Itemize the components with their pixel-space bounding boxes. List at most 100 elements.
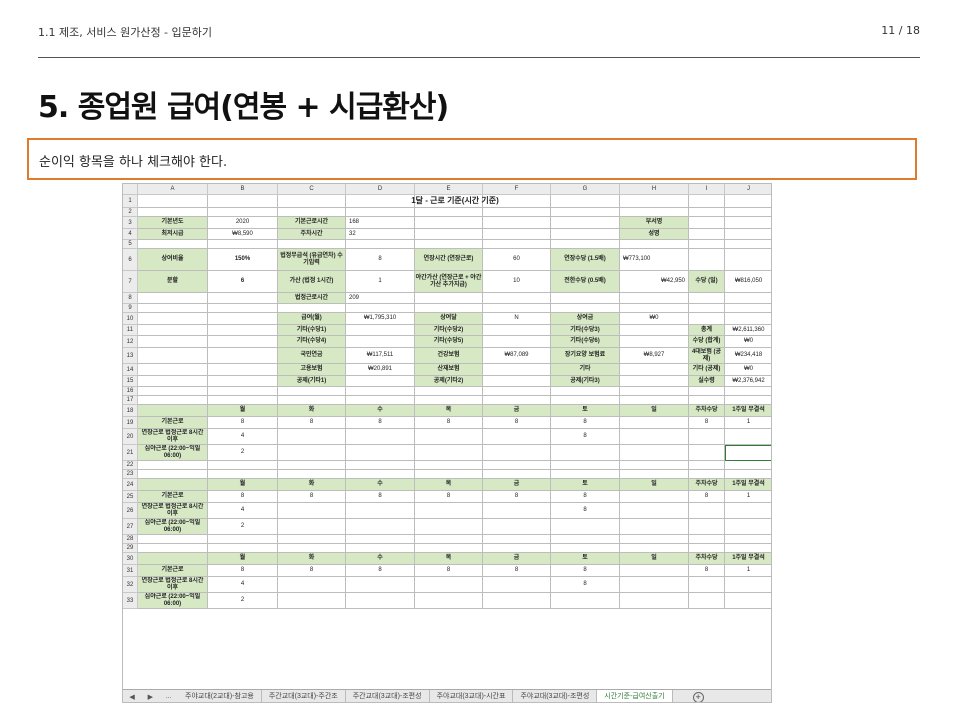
cell[interactable] [725, 293, 771, 304]
row-header[interactable]: 2 [123, 208, 138, 217]
cell[interactable] [725, 593, 771, 609]
day-header[interactable]: 금 [483, 405, 551, 417]
basic-work-label[interactable]: 기본근로 [138, 565, 208, 577]
other-ded-value[interactable]: ₩0 [725, 364, 771, 376]
cell[interactable] [620, 396, 689, 405]
day-header[interactable]: 수 [346, 405, 415, 417]
basic-work-value[interactable]: 1 [725, 417, 771, 429]
row-header[interactable]: 19 [123, 417, 138, 429]
cell[interactable] [138, 535, 208, 544]
row-header[interactable]: 26 [123, 503, 138, 519]
basic-work-value[interactable]: 8 [551, 565, 620, 577]
cell[interactable] [551, 461, 620, 470]
row-header[interactable]: 20 [123, 429, 138, 445]
row-header[interactable]: 10 [123, 313, 138, 325]
cell[interactable] [138, 293, 208, 304]
cell[interactable] [346, 544, 415, 553]
cell[interactable] [725, 461, 771, 470]
insurance4-label[interactable]: 4대보험 (공제) [689, 348, 725, 364]
day-header[interactable]: 금 [483, 479, 551, 491]
night-work-label[interactable]: 심야근로 (22:00~익일 06:00) [138, 593, 208, 609]
selected-cell[interactable] [725, 445, 771, 461]
bonus-value[interactable]: ₩0 [620, 313, 689, 325]
cell[interactable] [551, 544, 620, 553]
night-work-label[interactable]: 심야근로 (22:00~익일 06:00) [138, 445, 208, 461]
basic-work-value[interactable] [620, 491, 689, 503]
cell[interactable] [689, 208, 725, 217]
basic-work-value[interactable]: 8 [278, 491, 346, 503]
cell[interactable] [725, 387, 771, 396]
basic-work-value[interactable]: 8 [346, 491, 415, 503]
tab-next-icon[interactable]: ▶ [147, 694, 153, 701]
day-header[interactable]: 일 [620, 479, 689, 491]
total-label[interactable]: 총계 [689, 325, 725, 336]
cell[interactable] [278, 519, 346, 535]
cell[interactable] [689, 470, 725, 479]
row-header[interactable]: 5 [123, 240, 138, 249]
base-year-value[interactable]: 2020 [208, 217, 278, 229]
total-value[interactable]: ₩2,611,360 [725, 325, 771, 336]
cell[interactable] [689, 593, 725, 609]
cell[interactable] [138, 461, 208, 470]
row-header[interactable]: 4 [123, 229, 138, 240]
day-header[interactable]: 수 [346, 553, 415, 565]
week-header-blank[interactable] [138, 405, 208, 417]
cell[interactable] [483, 304, 551, 313]
health-label[interactable]: 건강보험 [415, 348, 483, 364]
cell[interactable] [551, 535, 620, 544]
row-header[interactable]: 22 [123, 461, 138, 470]
sheet-tab[interactable]: 주야교대(2교대)-참고용 [178, 690, 262, 702]
cell[interactable] [138, 376, 208, 387]
row-header[interactable]: 17 [123, 396, 138, 405]
care-label[interactable]: 장기요양 보험료 [551, 348, 620, 364]
column-header[interactable]: J [725, 184, 771, 195]
day-header[interactable]: 수 [346, 479, 415, 491]
cell[interactable] [138, 313, 208, 325]
row-header[interactable]: 18 [123, 405, 138, 417]
cell[interactable] [346, 376, 415, 387]
cell[interactable] [346, 240, 415, 249]
cell[interactable] [208, 336, 278, 348]
employ-value[interactable]: ₩20,891 [346, 364, 415, 376]
cell[interactable] [208, 313, 278, 325]
cell[interactable] [483, 544, 551, 553]
cell[interactable] [483, 577, 551, 593]
legal-hours-value[interactable]: 209 [346, 293, 415, 304]
cell[interactable] [483, 396, 551, 405]
cell[interactable] [346, 470, 415, 479]
cell[interactable] [725, 249, 771, 271]
cell[interactable] [138, 240, 208, 249]
overtime-label[interactable]: 연장시간 (연장근로) [415, 249, 483, 271]
cell[interactable] [483, 593, 551, 609]
cell[interactable] [278, 577, 346, 593]
cell[interactable] [278, 387, 346, 396]
cell[interactable] [620, 445, 689, 461]
cell[interactable] [483, 503, 551, 519]
cell[interactable] [346, 577, 415, 593]
night-pay-value[interactable]: ₩42,950 [620, 271, 689, 293]
cell[interactable] [138, 470, 208, 479]
basic-work-value[interactable]: 8 [483, 565, 551, 577]
employ-label[interactable]: 고용보험 [278, 364, 346, 376]
cell[interactable] [483, 364, 551, 376]
cell[interactable] [208, 240, 278, 249]
cell[interactable] [689, 217, 725, 229]
cell[interactable] [725, 229, 771, 240]
cell[interactable] [551, 229, 620, 240]
day-header[interactable]: 화 [278, 405, 346, 417]
cell[interactable] [725, 217, 771, 229]
day-header[interactable]: 화 [278, 553, 346, 565]
cell[interactable] [620, 293, 689, 304]
week-header-blank[interactable] [138, 553, 208, 565]
cell[interactable] [689, 304, 725, 313]
cell[interactable] [346, 325, 415, 336]
cell[interactable] [208, 544, 278, 553]
cell[interactable] [278, 503, 346, 519]
cell[interactable] [278, 429, 346, 445]
column-header[interactable]: B [208, 184, 278, 195]
row-header[interactable]: 24 [123, 479, 138, 491]
extended-work-label[interactable]: 연장근로 법정근로 8시간 이후 [138, 429, 208, 445]
day-header[interactable]: 월 [208, 405, 278, 417]
cell[interactable] [415, 470, 483, 479]
cell[interactable] [415, 535, 483, 544]
